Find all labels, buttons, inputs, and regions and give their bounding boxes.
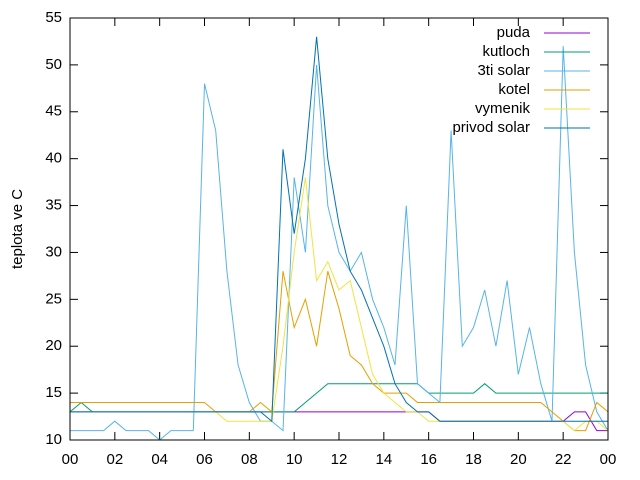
legend-label: privod solar (452, 119, 530, 136)
y-tick-label: 50 (45, 56, 62, 73)
x-tick-label: 00 (62, 451, 79, 468)
x-tick-label: 18 (465, 451, 482, 468)
x-tick-label: 10 (286, 451, 303, 468)
legend-label: puda (497, 24, 531, 41)
x-tick-label: 08 (241, 451, 258, 468)
legend-label: kutloch (482, 43, 530, 60)
y-tick-label: 20 (45, 337, 62, 354)
y-tick-label: 40 (45, 150, 62, 167)
x-tick-label: 12 (331, 451, 348, 468)
series-line (70, 271, 609, 432)
y-tick-label: 25 (45, 290, 62, 307)
legend-label: kotel (498, 81, 530, 98)
series-line (70, 36, 608, 423)
y-tick-label: 30 (45, 243, 62, 260)
y-axis-label: teplota ve C (9, 189, 26, 269)
x-tick-label: 04 (151, 451, 168, 468)
y-tick-label: 45 (45, 103, 62, 120)
y-tick-label: 55 (45, 9, 62, 26)
x-tick-label: 16 (420, 451, 437, 468)
legend-label: vymenik (475, 100, 531, 117)
x-tick-label: 20 (510, 451, 527, 468)
x-tick-label: 22 (555, 451, 572, 468)
x-tick-label: 00 (600, 451, 617, 468)
x-tick-label: 14 (375, 451, 392, 468)
y-tick-label: 10 (45, 431, 62, 448)
x-tick-label: 06 (196, 451, 213, 468)
plot-border (69, 17, 609, 441)
y-tick-label: 15 (45, 384, 62, 401)
y-tick-label: 35 (45, 197, 62, 214)
x-tick-label: 02 (106, 451, 123, 468)
legend-label: 3ti solar (477, 62, 530, 79)
